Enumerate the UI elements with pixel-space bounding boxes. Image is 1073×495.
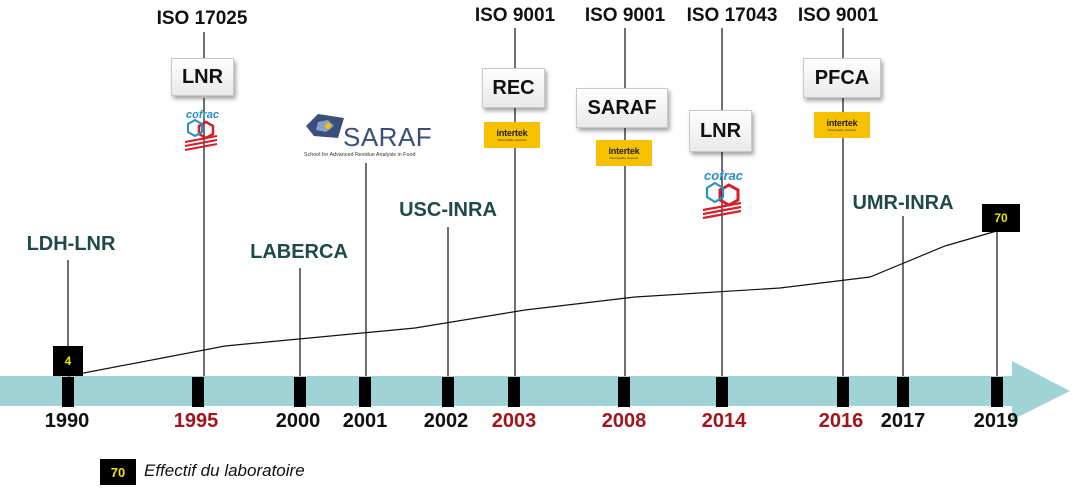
- saraf-logo-tagline: School for Advanced Residue Analysis in …: [304, 152, 416, 158]
- intertek-logo-2008: intertek Total Quality. Assured.: [596, 140, 652, 166]
- year-2000: 2000: [275, 410, 321, 432]
- cofrac-logo-1995: cofrac: [184, 109, 219, 151]
- cofrac-text-2014: cofrac: [704, 168, 744, 183]
- box-rec-2003: REC: [482, 68, 545, 108]
- year-1990: 1990: [44, 410, 90, 432]
- year-2016: 2016: [818, 410, 864, 432]
- cofrac-stripes-1995: [184, 135, 218, 151]
- timeline-arrow: [0, 361, 1070, 420]
- saraf-mark-dot: [325, 123, 331, 129]
- cofrac-logo-2014: cofrac: [702, 168, 744, 220]
- label-usc-inra: USC-INRA: [399, 199, 497, 221]
- cert-1995: ISO 17025: [156, 8, 248, 29]
- box-saraf-2008: SARAF: [576, 88, 668, 128]
- intertek-tagline-2008: Total Quality. Assured.: [609, 155, 639, 160]
- cert-2008: ISO 9001: [584, 5, 666, 26]
- intertek-word-2003: intertek: [496, 127, 528, 138]
- year-markers: [62, 377, 1003, 407]
- box-lnr-2014: LNR: [689, 110, 752, 152]
- year-2017: 2017: [880, 410, 926, 432]
- cofrac-text-1995: cofrac: [186, 109, 219, 121]
- year-2019: 2019: [973, 410, 1019, 432]
- intertek-word-2008: intertek: [608, 145, 640, 156]
- year-2002: 2002: [423, 410, 469, 432]
- saraf-logo-word: SARAF: [343, 122, 433, 152]
- saraf-logo: SARAF School for Advanced Residue Analys…: [303, 112, 433, 162]
- cofrac-stripes-2014: [702, 201, 742, 220]
- marker-2008: [618, 377, 630, 407]
- marker-1995: [192, 377, 204, 407]
- marker-2016: [837, 377, 849, 407]
- label-ldh-lnr: LDH-LNR: [26, 233, 116, 255]
- box-lnr-1995: LNR: [171, 58, 234, 96]
- intertek-logo-2016: intertek Total Quality. Assured.: [814, 112, 870, 138]
- cert-2003: ISO 9001: [474, 5, 556, 26]
- intertek-tagline-2016: Total Quality. Assured.: [827, 127, 857, 132]
- intertek-tagline-2003: Total Quality. Assured.: [497, 137, 527, 142]
- legend-text: Effectif du laboratoire: [144, 461, 305, 480]
- label-laberca: LABERCA: [250, 241, 348, 263]
- marker-2002: [442, 377, 454, 407]
- year-2014: 2014: [701, 410, 747, 432]
- cofrac-hex-outline-2014: [705, 181, 725, 204]
- saraf-logo-mark: [306, 114, 344, 138]
- cofrac-hex-outline-1995: [187, 118, 203, 138]
- marker-2019: [991, 377, 1003, 407]
- intertek-word-2016: intertek: [826, 117, 858, 128]
- marker-2017: [897, 377, 909, 407]
- legend-badge: 70: [100, 459, 136, 485]
- marker-2003: [508, 377, 520, 407]
- marker-1990: [62, 377, 74, 407]
- label-umr-inra: UMR-INRA: [852, 192, 954, 214]
- staff-growth-line: [67, 229, 1001, 377]
- cert-2014: ISO 17043: [686, 5, 778, 26]
- year-1995: 1995: [173, 410, 219, 432]
- box-pfca-2016: PFCA: [803, 58, 881, 98]
- marker-2014: [716, 377, 728, 407]
- intertek-logo-2003: intertek Total Quality. Assured.: [484, 122, 540, 148]
- staff-count-start: 4: [53, 346, 83, 376]
- year-2003: 2003: [491, 410, 537, 432]
- cert-2016: ISO 9001: [797, 5, 879, 26]
- staff-count-end: 70: [982, 204, 1020, 232]
- marker-2000: [294, 377, 306, 407]
- marker-2001: [359, 377, 371, 407]
- year-2008: 2008: [601, 410, 647, 432]
- year-2001: 2001: [342, 410, 388, 432]
